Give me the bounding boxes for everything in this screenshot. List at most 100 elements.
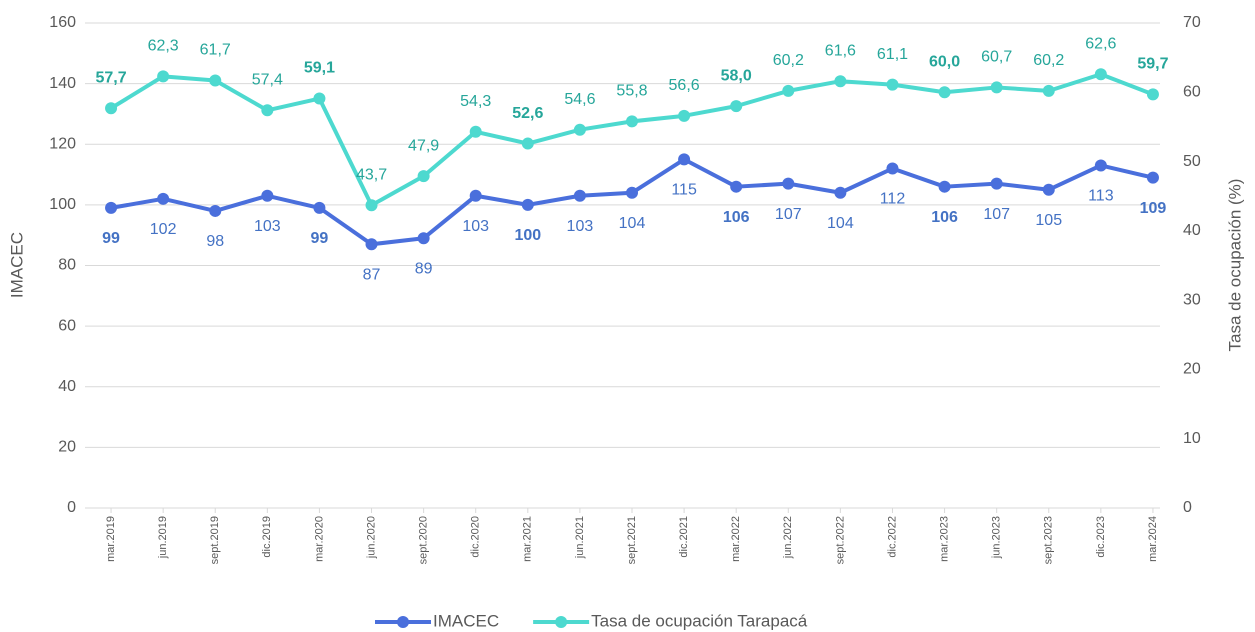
point <box>886 78 899 91</box>
x-tick-label: dic.2022 <box>886 516 898 558</box>
x-tick-label: mar.2020 <box>313 516 325 562</box>
point <box>1094 68 1107 81</box>
y-tick-label: 80 <box>58 257 76 274</box>
x-tick-label: dic.2020 <box>470 516 482 558</box>
data-label: 107 <box>983 206 1010 223</box>
point <box>730 180 743 193</box>
data-label: 103 <box>567 218 594 235</box>
data-label: 60,7 <box>981 49 1012 66</box>
data-label: 47,9 <box>408 137 439 154</box>
point <box>261 104 274 117</box>
point <box>678 153 691 166</box>
point <box>938 180 951 193</box>
x-tick-label: sept.2020 <box>418 516 430 564</box>
y-axis-title: IMACEC <box>7 232 26 298</box>
point <box>730 100 743 113</box>
y-tick-label: 0 <box>67 499 76 516</box>
point <box>678 109 691 122</box>
y-tick-label: 20 <box>58 439 76 456</box>
data-label: 54,3 <box>460 93 491 110</box>
data-label: 113 <box>1088 188 1114 205</box>
data-label: 60,2 <box>773 52 804 69</box>
y2-tick-label: 30 <box>1183 291 1201 308</box>
point <box>261 189 274 202</box>
point <box>782 84 795 97</box>
y-tick-label: 40 <box>58 378 76 395</box>
point <box>105 102 118 115</box>
point <box>938 86 951 99</box>
point <box>469 125 482 138</box>
point <box>313 201 326 214</box>
point <box>209 204 222 217</box>
data-label: 60,0 <box>929 54 960 71</box>
data-label: 59,1 <box>304 60 335 77</box>
point <box>521 198 534 211</box>
data-label: 89 <box>415 260 433 277</box>
data-label: 103 <box>254 218 281 235</box>
point <box>1042 84 1055 97</box>
point <box>521 137 534 150</box>
point <box>990 81 1003 94</box>
data-label: 104 <box>619 215 646 232</box>
data-label: 62,6 <box>1085 35 1116 52</box>
point <box>209 74 222 87</box>
data-label: 106 <box>723 209 750 226</box>
data-label: 115 <box>671 182 697 199</box>
x-tick-label: sept.2021 <box>626 516 638 564</box>
data-label: 109 <box>1140 200 1167 217</box>
x-tick-label: jun.2023 <box>991 516 1003 559</box>
y2-tick-label: 60 <box>1183 84 1201 101</box>
y2-axis-title: Tasa de ocupación (%) <box>1225 179 1244 352</box>
y2-tick-label: 20 <box>1183 361 1201 378</box>
y-tick-label: 100 <box>49 196 76 213</box>
point <box>573 123 586 136</box>
data-label: 57,7 <box>95 69 126 86</box>
x-tick-label: mar.2022 <box>730 516 742 562</box>
x-tick-label: mar.2024 <box>1147 516 1159 562</box>
point <box>834 75 847 88</box>
point <box>1146 88 1159 101</box>
data-label: 58,0 <box>721 67 752 84</box>
x-tick-label: mar.2019 <box>105 516 117 562</box>
point <box>626 186 638 199</box>
point <box>834 186 847 199</box>
y-tick-label: 120 <box>49 135 76 152</box>
y-tick-label: 160 <box>49 14 76 31</box>
point <box>313 92 326 105</box>
x-tick-label: jun.2021 <box>574 516 586 559</box>
data-label: 43,7 <box>356 166 387 183</box>
y2-tick-label: 0 <box>1183 499 1192 516</box>
data-label: 61,1 <box>877 46 908 63</box>
data-label: 105 <box>1035 212 1062 229</box>
point <box>573 189 586 202</box>
data-label: 61,6 <box>825 42 856 59</box>
y2-tick-label: 50 <box>1183 153 1201 170</box>
point <box>886 162 899 175</box>
point <box>417 170 430 183</box>
data-label: 98 <box>206 233 224 250</box>
x-tick-label: dic.2021 <box>678 516 690 558</box>
data-label: 112 <box>880 191 906 208</box>
point <box>782 177 795 190</box>
y2-tick-label: 70 <box>1183 14 1201 31</box>
data-label: 107 <box>775 206 802 223</box>
x-tick-label: sept.2023 <box>1043 516 1055 564</box>
x-tick-label: mar.2021 <box>522 516 534 562</box>
y-tick-label: 60 <box>58 317 76 334</box>
point <box>417 232 430 245</box>
point <box>990 177 1003 190</box>
x-tick-label: dic.2019 <box>261 516 273 558</box>
x-tick-label: mar.2023 <box>938 516 950 562</box>
point <box>365 238 378 251</box>
legend-marker <box>555 616 568 628</box>
data-label: 57,4 <box>252 72 283 89</box>
point <box>365 199 378 212</box>
x-tick-label: jun.2020 <box>365 516 377 559</box>
data-label: 52,6 <box>512 105 543 122</box>
x-tick-label: jun.2022 <box>782 516 794 559</box>
data-label: 55,8 <box>616 83 647 100</box>
x-tick-label: dic.2023 <box>1095 516 1107 558</box>
point <box>1042 183 1055 196</box>
point <box>626 115 638 128</box>
